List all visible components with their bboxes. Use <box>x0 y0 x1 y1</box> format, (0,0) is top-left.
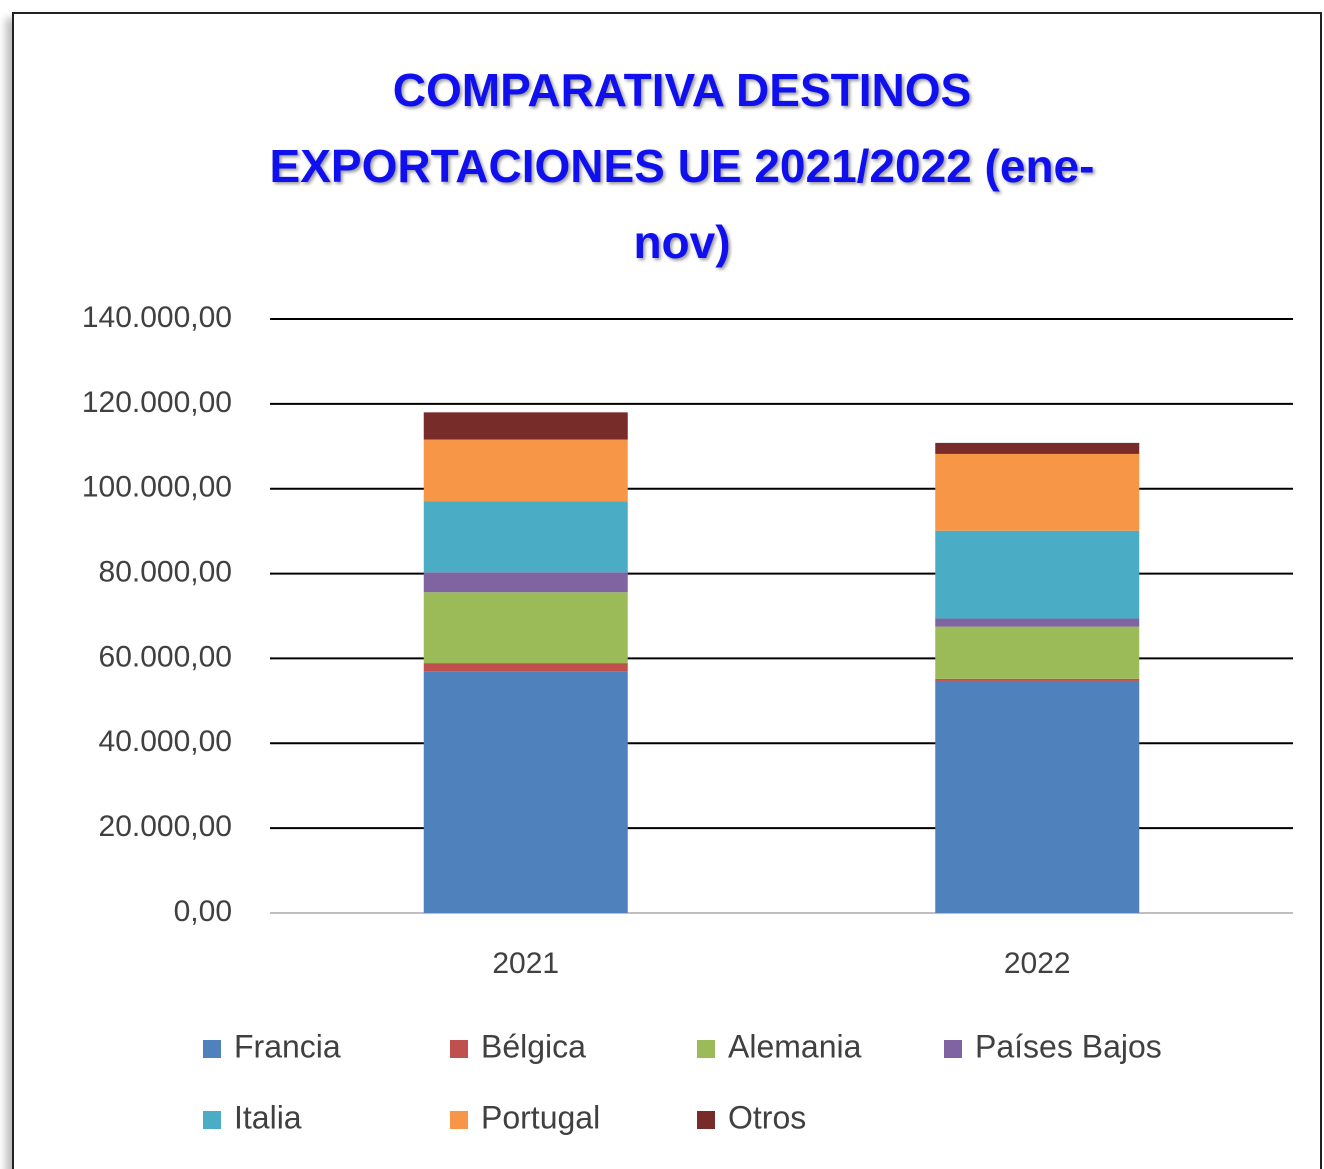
bar-segment <box>423 592 628 664</box>
legend-label: Otros <box>728 1099 806 1135</box>
legend-swatch <box>450 1040 468 1058</box>
legend-swatch <box>203 1040 221 1058</box>
bar-segment <box>935 618 1140 627</box>
legend-label: Países Bajos <box>975 1028 1162 1064</box>
bar-segment <box>935 530 1140 619</box>
bar-segment <box>935 678 1140 681</box>
bar-segment <box>935 680 1140 913</box>
x-tick-label: 2022 <box>1004 947 1071 980</box>
bar-segment <box>935 442 1140 454</box>
legend-swatch <box>697 1040 715 1058</box>
chart-title: COMPARATIVA DESTINOS EXPORTACIONES UE 20… <box>269 64 1095 268</box>
legend-label: Italia <box>234 1099 302 1135</box>
bar-segment <box>423 439 628 502</box>
legend-label: Portugal <box>481 1099 600 1135</box>
legend-swatch <box>944 1040 962 1058</box>
y-tick-label: 120.000,00 <box>82 386 232 419</box>
y-tick-label: 40.000,00 <box>99 725 232 758</box>
bar-segment <box>423 412 628 440</box>
bar-segment <box>423 671 628 913</box>
bar-segment <box>423 501 628 573</box>
legend-swatch <box>203 1111 221 1129</box>
y-tick-label: 80.000,00 <box>99 555 232 588</box>
legend-label: Alemania <box>728 1028 862 1064</box>
legend-label: Bélgica <box>481 1028 586 1064</box>
y-tick-label: 0,00 <box>174 895 232 928</box>
bar-segment <box>935 453 1140 531</box>
y-tick-label: 140.000,00 <box>82 301 232 334</box>
y-tick-label: 20.000,00 <box>99 810 232 843</box>
legend-label: Francia <box>234 1028 341 1064</box>
bar-segment <box>423 572 628 593</box>
legend-swatch <box>450 1111 468 1129</box>
x-tick-label: 2021 <box>492 947 559 980</box>
y-tick-label: 100.000,00 <box>82 471 232 504</box>
y-tick-label: 60.000,00 <box>99 640 232 673</box>
legend-swatch <box>697 1111 715 1129</box>
bar-segment <box>423 663 628 672</box>
bar-segment <box>935 626 1140 679</box>
